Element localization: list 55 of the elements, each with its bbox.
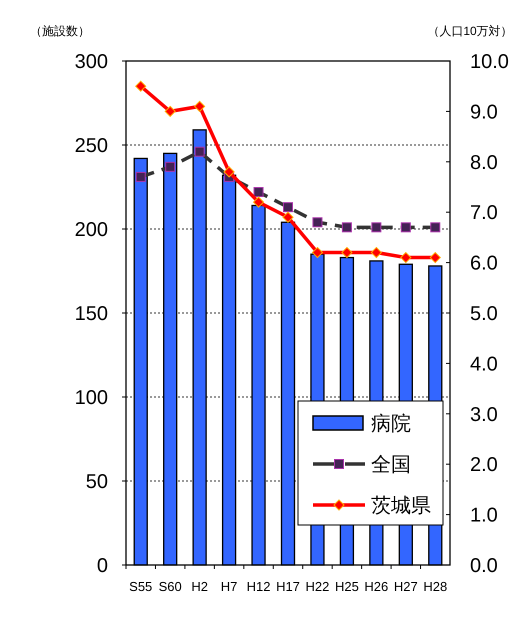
point [194, 146, 205, 157]
x-tick-label: H17 [276, 579, 300, 594]
y-tick-label: 150 [74, 303, 108, 325]
legend-label: 全国 [371, 454, 411, 476]
x-tick-label: H7 [220, 579, 238, 594]
y2-tick-label: 3.0 [470, 404, 498, 426]
y2-tick-label: 0.0 [470, 555, 498, 577]
point [430, 252, 441, 264]
x-tick-label: H27 [394, 579, 418, 594]
point [312, 217, 322, 228]
y2-tick-label: 4.0 [470, 353, 498, 376]
y-tick-label: 200 [74, 219, 108, 241]
point [194, 100, 206, 112]
y-tick-label: 250 [74, 135, 108, 157]
point [312, 247, 323, 258]
point [342, 222, 352, 232]
point [400, 222, 411, 232]
y2-tick-label: 8.0 [470, 152, 498, 174]
point [371, 222, 382, 232]
point [135, 80, 146, 92]
y2-tick-label: 9.0 [470, 101, 498, 124]
point [400, 252, 412, 264]
y2-tick-label: 10.0 [470, 51, 509, 73]
x-tick-label: S55 [129, 579, 152, 594]
y2-tick-label: 5.0 [470, 303, 498, 325]
x-tick-label: S60 [158, 579, 182, 594]
x-tick-label: H25 [334, 579, 359, 594]
point [282, 212, 294, 223]
y2-tick-label: 7.0 [470, 202, 498, 224]
y2-tick-label: 2.0 [470, 454, 498, 476]
y-tick-label: 300 [74, 51, 108, 73]
x-tick-label: H22 [306, 579, 330, 594]
y2-axis-title: （人口10万対） [427, 24, 513, 38]
y-tick-label: 0 [96, 555, 108, 577]
x-tick-label: H12 [246, 579, 270, 594]
point [370, 247, 382, 258]
point [254, 187, 264, 198]
x-tick-label: H2 [191, 579, 208, 594]
point [164, 106, 176, 117]
legend-label: 病院 [371, 413, 411, 435]
x-tick-label: H26 [364, 579, 388, 594]
legend-label: 茨城県 [371, 495, 431, 517]
point [165, 162, 176, 172]
y-tick-label: 50 [86, 471, 108, 493]
point [283, 202, 293, 212]
x-tick-label: H28 [423, 579, 448, 594]
y2-tick-label: 6.0 [470, 252, 498, 275]
point [136, 172, 146, 182]
y-axis-title: （施設数） [30, 24, 90, 38]
point [341, 247, 352, 258]
point [224, 166, 235, 178]
y2-tick-label: 1.0 [470, 504, 498, 527]
y-tick-label: 100 [74, 387, 108, 409]
point [430, 222, 440, 232]
point [253, 196, 264, 208]
